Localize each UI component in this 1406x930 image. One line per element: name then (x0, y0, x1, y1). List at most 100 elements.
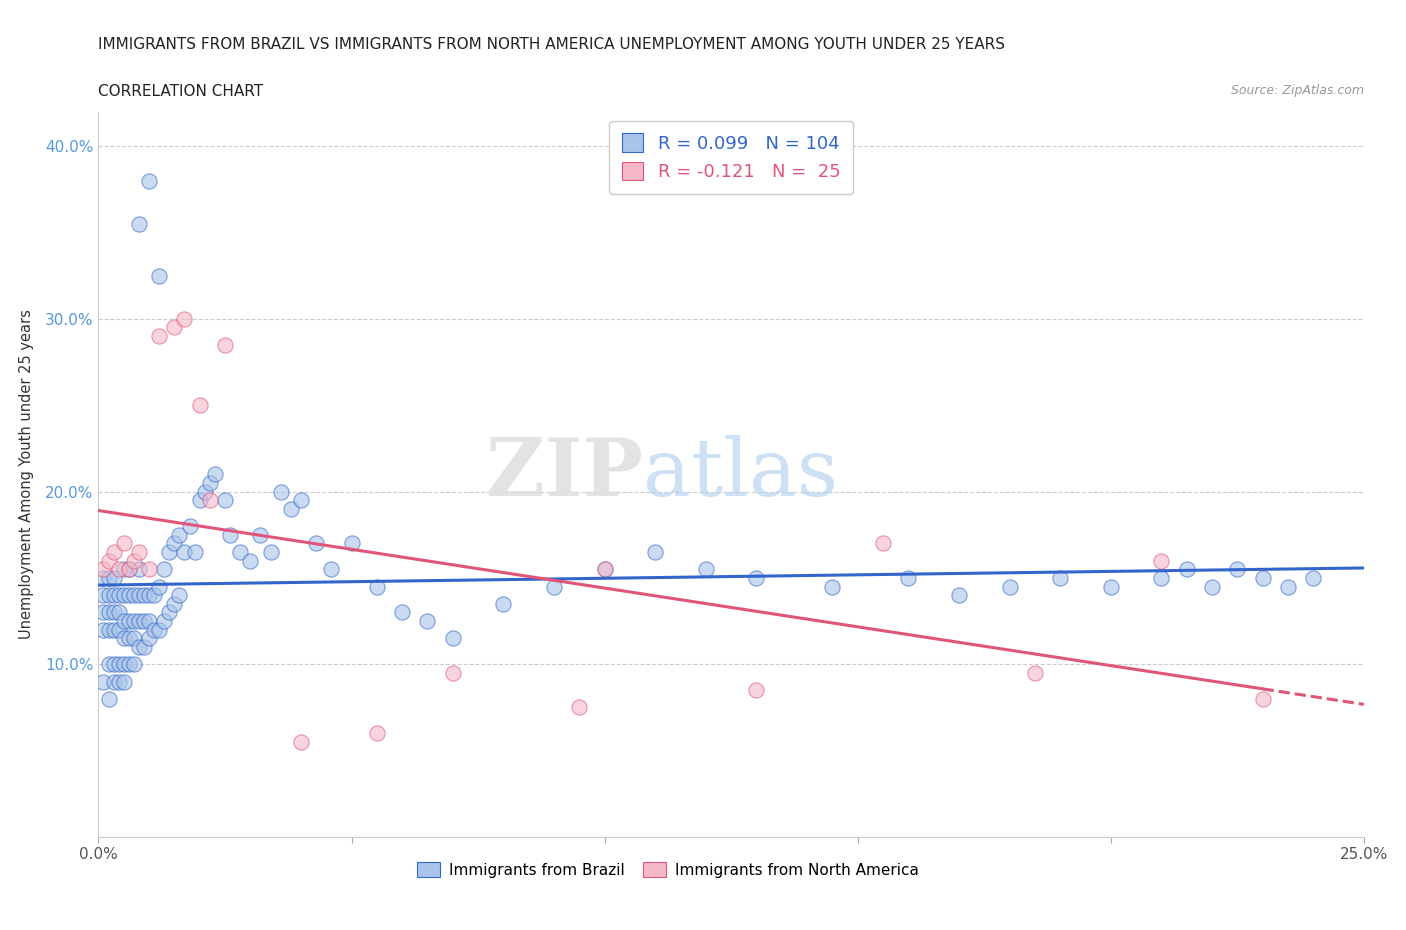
Point (118, 562, 141, 577)
Point (97, 622, 120, 637)
Point (103, 545, 125, 560)
Point (173, 545, 195, 560)
Point (122, 657, 145, 671)
Y-axis label: Unemployment Among Youth under 25 years: Unemployment Among Youth under 25 years (18, 310, 34, 639)
Point (249, 527, 271, 542)
Legend: Immigrants from Brazil, Immigrants from North America: Immigrants from Brazil, Immigrants from … (411, 856, 925, 884)
Point (290, 735, 312, 750)
Point (118, 588, 141, 603)
Point (441, 631, 464, 645)
Point (259, 545, 281, 560)
Point (593, 562, 616, 577)
Point (188, 398, 211, 413)
Point (118, 562, 141, 577)
Point (169, 527, 191, 542)
Point (183, 545, 205, 560)
Point (1150, 570, 1173, 585)
Point (128, 545, 150, 560)
Point (138, 631, 160, 645)
Point (745, 683, 768, 698)
Text: IMMIGRANTS FROM BRAZIL VS IMMIGRANTS FROM NORTH AMERICA UNEMPLOYMENT AMONG YOUTH: IMMIGRANTS FROM BRAZIL VS IMMIGRANTS FRO… (98, 37, 1005, 52)
Point (107, 562, 129, 577)
Point (128, 614, 150, 629)
Point (112, 674, 135, 689)
Point (93, 570, 115, 585)
Point (122, 553, 145, 568)
Point (128, 562, 150, 577)
Point (143, 622, 166, 637)
Point (745, 570, 768, 585)
Point (153, 614, 176, 629)
Point (93, 588, 115, 603)
Point (157, 545, 180, 560)
Point (1251, 691, 1274, 706)
Point (97, 553, 120, 568)
Point (132, 588, 155, 603)
Point (366, 726, 388, 741)
Point (695, 562, 717, 577)
Point (97, 657, 120, 671)
Point (340, 536, 363, 551)
Point (163, 596, 186, 611)
Text: atlas: atlas (643, 435, 838, 513)
Point (157, 605, 180, 620)
Point (219, 527, 242, 542)
Point (112, 588, 135, 603)
Point (122, 588, 145, 603)
Point (198, 475, 221, 490)
Point (118, 614, 141, 629)
Point (163, 320, 186, 335)
Point (97, 605, 120, 620)
Point (103, 605, 125, 620)
Point (179, 519, 201, 534)
Point (128, 640, 150, 655)
Point (441, 666, 464, 681)
Point (132, 640, 155, 655)
Point (97, 691, 120, 706)
Point (122, 614, 145, 629)
Point (821, 579, 844, 594)
Point (416, 614, 439, 629)
Point (1049, 570, 1071, 585)
Text: Source: ZipAtlas.com: Source: ZipAtlas.com (1230, 84, 1364, 97)
Point (143, 588, 166, 603)
Point (1175, 562, 1198, 577)
Point (239, 553, 262, 568)
Point (366, 579, 388, 594)
Point (593, 562, 616, 577)
Point (948, 588, 970, 603)
Point (112, 614, 135, 629)
Point (391, 605, 413, 620)
Point (897, 570, 920, 585)
Point (998, 579, 1021, 594)
Point (138, 588, 160, 603)
Point (198, 493, 221, 508)
Point (97, 588, 120, 603)
Point (97, 570, 120, 585)
Point (644, 545, 666, 560)
Point (112, 631, 135, 645)
Point (1277, 579, 1299, 594)
Point (188, 493, 211, 508)
Point (568, 700, 591, 715)
Point (1251, 570, 1274, 585)
Point (492, 596, 515, 611)
Point (1302, 570, 1324, 585)
Point (204, 467, 226, 482)
Point (103, 674, 125, 689)
Point (93, 605, 115, 620)
Point (169, 588, 191, 603)
Point (138, 562, 160, 577)
Point (103, 622, 125, 637)
Point (270, 485, 292, 499)
Point (118, 657, 141, 671)
Point (128, 217, 150, 232)
Point (138, 614, 160, 629)
Point (305, 536, 328, 551)
Point (122, 631, 145, 645)
Point (163, 536, 186, 551)
Point (107, 622, 129, 637)
Point (148, 328, 170, 343)
Point (118, 631, 141, 645)
Point (132, 614, 155, 629)
